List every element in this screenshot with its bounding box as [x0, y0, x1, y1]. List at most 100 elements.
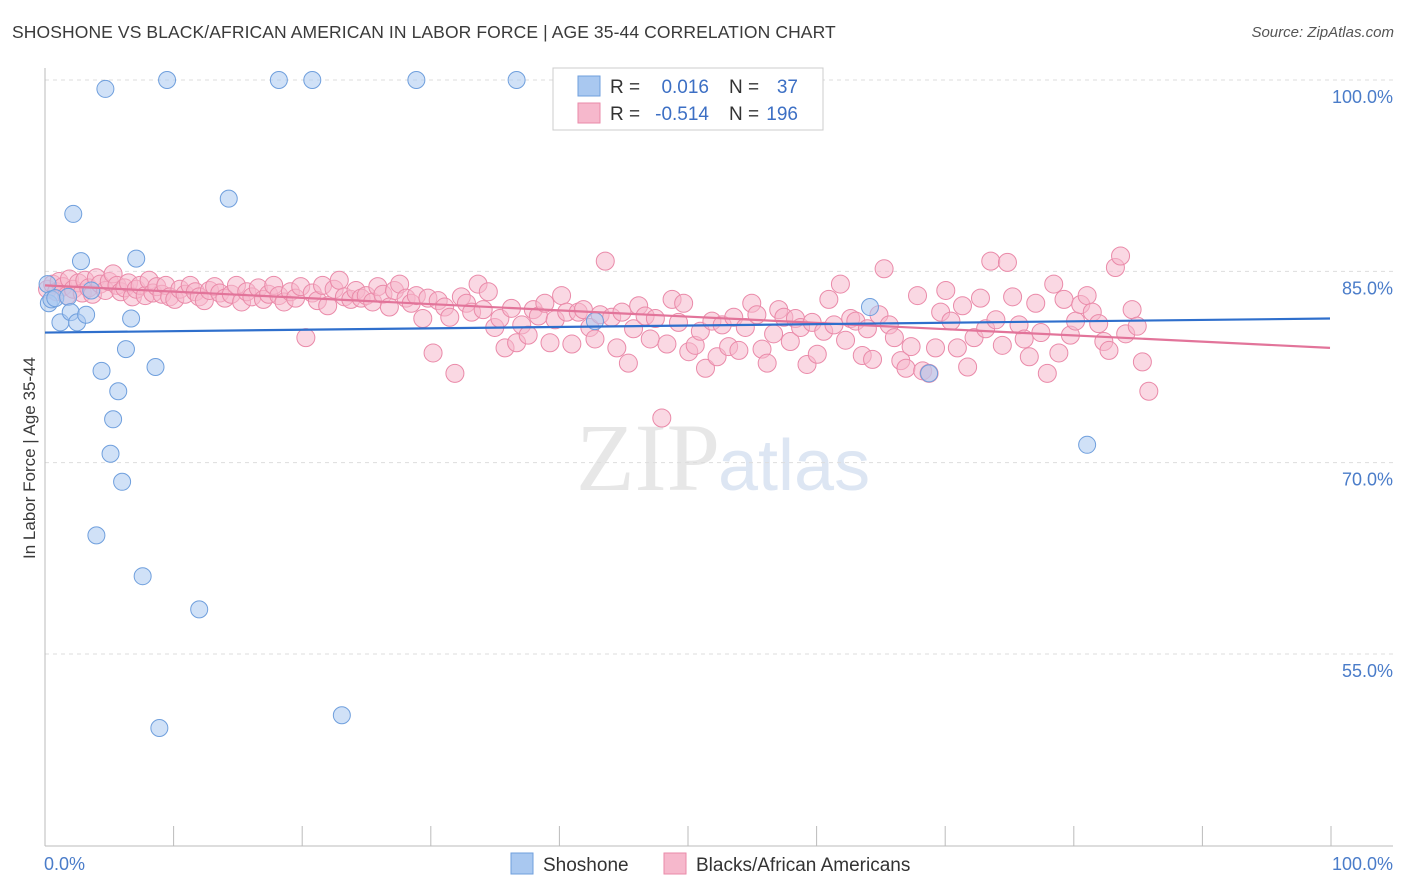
trend-line-blacks [44, 284, 1331, 349]
watermark-zip: ZIP [576, 404, 720, 511]
shoshone-point [122, 309, 141, 328]
y-tick-label-55: 55.0% [1342, 661, 1393, 681]
blacks-point [624, 319, 644, 339]
source-label: Source: ZipAtlas.com [1251, 24, 1394, 41]
y-tick-label-70: 70.0% [1342, 470, 1393, 490]
shoshone-point [104, 410, 123, 429]
legend-swatch-shoshone [577, 75, 601, 97]
watermark-atlas: atlas [718, 426, 870, 506]
blacks-point [535, 293, 555, 313]
blacks-point [936, 280, 956, 300]
y-axis-label: In Labor Force | Age 35-44 [20, 357, 39, 559]
blacks-point [669, 312, 689, 332]
legend-r-label-0: R = [610, 77, 640, 98]
blacks-point [1111, 246, 1131, 266]
blacks-point [874, 259, 894, 279]
blacks-point [1049, 343, 1069, 363]
blacks-point [819, 289, 839, 309]
blacks-point [947, 338, 967, 358]
blacks-point [986, 310, 1006, 330]
bottom-legend-label-shoshone: Shoshone [543, 855, 629, 876]
blacks-point [1122, 300, 1142, 320]
bottom-legend: Shoshone Blacks/African Americans [510, 852, 910, 876]
shoshone-point [59, 287, 78, 306]
blacks-point [836, 330, 856, 350]
shoshone-point [860, 298, 879, 317]
blacks-point [552, 286, 572, 306]
blacks-point [926, 338, 946, 358]
blacks-point [652, 408, 672, 428]
shoshone-point [1078, 435, 1097, 454]
blacks-point [318, 296, 338, 316]
y-tick-label-85: 85.0% [1342, 278, 1393, 298]
blacks-point [908, 286, 928, 306]
shoshone-point [332, 706, 351, 725]
shoshone-point [113, 472, 132, 491]
blacks-point [423, 343, 443, 363]
legend-box: R = 0.016 N = 37 R = -0.514 N = 196 [552, 67, 824, 131]
blacks-point [1077, 286, 1097, 306]
blacks-point [518, 325, 538, 345]
blacks-point [595, 251, 615, 271]
blacks-point [296, 328, 316, 348]
shoshone-point [133, 567, 152, 586]
blacks-point [640, 329, 660, 349]
legend-n-value-0: 37 [777, 77, 798, 98]
blacks-point [1003, 287, 1023, 307]
blacks-point [585, 329, 605, 349]
series-shoshone-points [38, 71, 1097, 737]
blacks-point [445, 363, 465, 383]
blacks-point [1026, 293, 1046, 313]
shoshone-point [71, 252, 90, 271]
bottom-legend-label-blacks: Blacks/African Americans [696, 855, 910, 876]
shoshone-point [96, 79, 115, 98]
blacks-point [807, 344, 827, 364]
blacks-point [540, 333, 560, 353]
shoshone-point [82, 281, 101, 300]
shoshone-point [146, 358, 165, 376]
legend-r-label-1: R = [610, 104, 640, 125]
blacks-point [764, 324, 784, 344]
shoshone-point [87, 526, 106, 545]
blacks-point [997, 252, 1017, 272]
blacks-point [896, 358, 916, 378]
blacks-point [970, 288, 990, 308]
trend-line-shoshone [44, 317, 1331, 334]
y-tick-label-100: 100.0% [1332, 87, 1393, 107]
shoshone-point [101, 444, 120, 463]
blacks-point [607, 338, 627, 358]
shoshone-point [507, 71, 526, 89]
blacks-point [657, 334, 677, 354]
bottom-legend-swatch-shoshone [510, 852, 534, 875]
legend-r-value-0: 0.016 [661, 77, 709, 98]
blacks-point [958, 357, 978, 377]
blacks-point [981, 251, 1001, 271]
legend-swatch-blacks [577, 102, 601, 124]
x-axis-ticks [44, 826, 1332, 846]
shoshone-point [407, 71, 426, 89]
series-blacks-points [38, 246, 1159, 428]
legend-r-value-1: -0.514 [655, 104, 709, 125]
bottom-legend-swatch-blacks [663, 852, 687, 875]
shoshone-point [127, 249, 146, 268]
shoshone-point [303, 71, 322, 89]
legend-n-label-0: N = [729, 77, 759, 98]
blacks-point [757, 353, 777, 373]
blacks-point [695, 358, 715, 378]
chart-title: SHOSHONE VS BLACK/AFRICAN AMERICAN IN LA… [12, 22, 836, 42]
blacks-point [1132, 352, 1152, 372]
blacks-point [413, 309, 433, 329]
shoshone-point [920, 364, 939, 383]
blacks-point [901, 337, 921, 357]
blacks-point [1014, 329, 1034, 349]
legend-n-label-1: N = [729, 104, 759, 125]
shoshone-point [64, 204, 83, 223]
shoshone-point [150, 718, 169, 737]
shoshone-point [116, 340, 135, 359]
shoshone-point [77, 305, 96, 324]
blacks-point [1019, 347, 1039, 367]
blacks-point [780, 331, 800, 351]
blacks-point [1054, 289, 1074, 309]
shoshone-point [92, 361, 111, 380]
